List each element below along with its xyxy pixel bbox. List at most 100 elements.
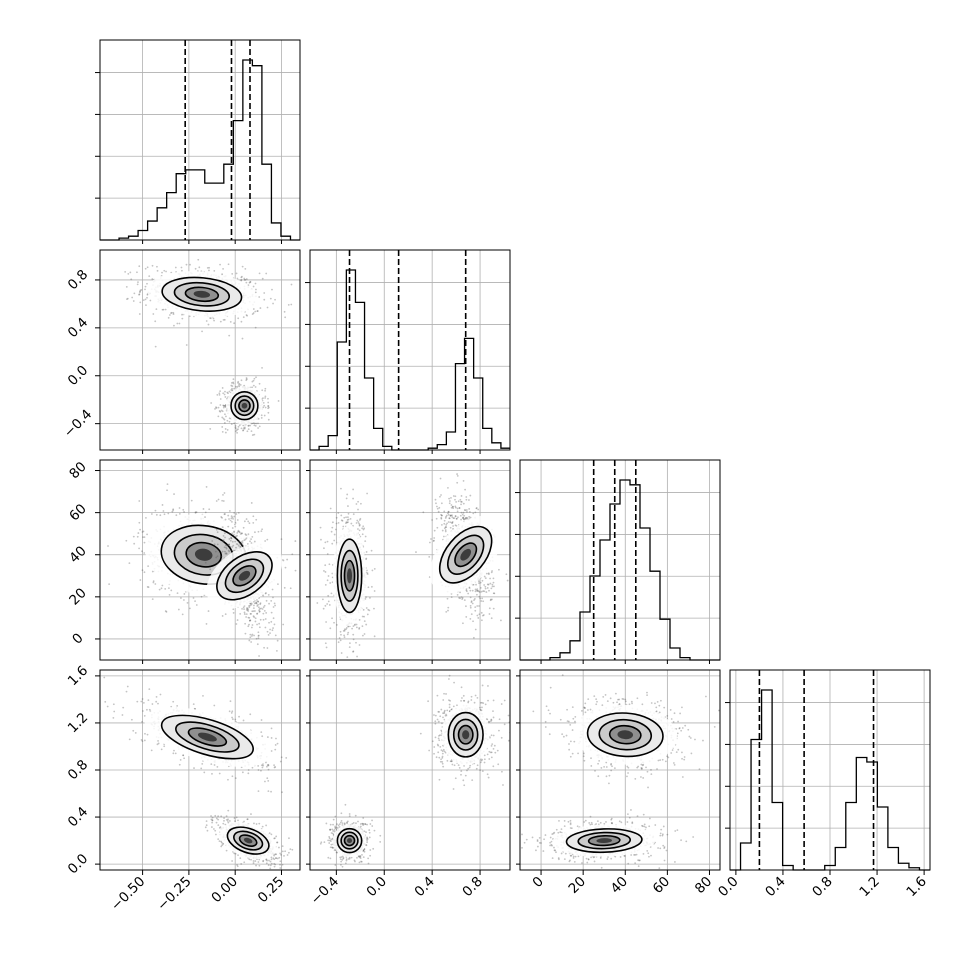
scatter-point — [217, 562, 219, 565]
scatter-point — [164, 610, 167, 612]
scatter-point — [167, 587, 170, 590]
scatter-point — [364, 540, 367, 542]
scatter-point — [476, 589, 479, 592]
scatter-point — [269, 628, 272, 631]
scatter-point — [340, 633, 342, 636]
scatter-point — [195, 604, 198, 606]
scatter-point — [247, 424, 250, 427]
scatter-point — [256, 612, 259, 615]
scatter-point — [330, 530, 333, 533]
scatter-point — [468, 587, 471, 589]
scatter-point — [272, 606, 275, 608]
scatter-point — [194, 511, 197, 514]
scatter-point — [370, 549, 373, 552]
scatter-point — [255, 422, 258, 425]
scatter-point — [242, 429, 245, 431]
panel-content — [100, 670, 300, 870]
scatter-point — [249, 636, 252, 639]
scatter-point — [160, 748, 163, 751]
scatter-point — [140, 739, 143, 741]
scatter-point — [241, 771, 244, 774]
scatter-point — [478, 590, 480, 593]
scatter-point — [255, 602, 258, 605]
scatter-point — [240, 276, 243, 279]
panel-frame — [99, 39, 301, 241]
scatter-point — [339, 639, 342, 642]
scatter-point — [207, 323, 210, 326]
scatter-point — [263, 604, 266, 607]
scatter-point — [236, 431, 238, 434]
scatter-point — [180, 266, 183, 269]
scatter-point — [175, 514, 178, 517]
scatter-point — [346, 519, 349, 521]
scatter-point — [138, 265, 141, 268]
scatter-point — [229, 700, 232, 703]
scatter-point — [289, 587, 292, 590]
scatter-point — [227, 525, 230, 528]
scatter-point — [249, 633, 252, 636]
density-fill — [193, 290, 211, 298]
scatter-point — [265, 761, 267, 764]
panel-frame — [519, 459, 721, 661]
scatter-point — [337, 641, 340, 644]
scatter-point — [241, 532, 243, 535]
scatter-point — [224, 536, 226, 539]
scatter-point — [455, 501, 458, 503]
scatter-point — [213, 319, 215, 322]
scatter-point — [276, 639, 279, 642]
scatter-point — [244, 267, 247, 270]
scatter-point — [185, 344, 188, 346]
scatter-point — [252, 312, 255, 314]
scatter-point — [242, 424, 245, 427]
scatter-point — [264, 626, 267, 629]
scatter-point — [262, 401, 265, 404]
scatter-point — [251, 633, 254, 636]
scatter-point — [276, 742, 279, 745]
scatter-point — [291, 553, 294, 556]
scatter-point — [258, 382, 261, 385]
scatter-point — [217, 406, 220, 409]
scatter-point — [232, 382, 235, 385]
scatter-point — [214, 550, 217, 553]
scatter-point — [223, 546, 226, 549]
scatter-point — [235, 537, 238, 540]
scatter-point — [235, 623, 238, 625]
scatter-point — [324, 564, 327, 567]
scatter-point — [283, 586, 286, 589]
scatter-point — [231, 718, 234, 721]
scatter-point — [266, 647, 269, 649]
scatter-point — [444, 529, 447, 531]
scatter-point — [271, 629, 274, 632]
scatter-point — [365, 623, 368, 626]
scatter-point — [218, 393, 221, 396]
scatter-point — [234, 426, 237, 429]
scatter-point — [231, 532, 234, 535]
scatter-point — [257, 530, 260, 533]
scatter-point — [326, 603, 329, 605]
scatter-point — [428, 541, 431, 544]
scatter-point — [345, 516, 347, 519]
scatter-point — [193, 767, 195, 769]
scatter-point — [457, 500, 460, 503]
scatter-point — [242, 427, 245, 430]
scatter-point — [472, 583, 475, 586]
scatter-point — [363, 620, 366, 623]
scatter-point — [257, 600, 260, 603]
scatter-point — [472, 620, 474, 623]
scatter-point — [452, 495, 455, 497]
scatter-point — [131, 296, 134, 299]
scatter-point — [126, 297, 129, 300]
scatter-point — [224, 550, 226, 553]
scatter-point — [477, 508, 480, 511]
scatter-point — [463, 518, 465, 521]
scatter-point — [260, 414, 263, 417]
scatter-point — [462, 517, 464, 520]
scatter-point — [433, 539, 435, 542]
scatter-point — [200, 767, 203, 770]
scatter-point — [173, 493, 175, 495]
scatter-point — [259, 603, 262, 606]
scatter-point — [478, 613, 481, 616]
scatter-point — [168, 593, 171, 596]
scatter-point — [463, 599, 466, 602]
scatter-point — [361, 634, 364, 637]
